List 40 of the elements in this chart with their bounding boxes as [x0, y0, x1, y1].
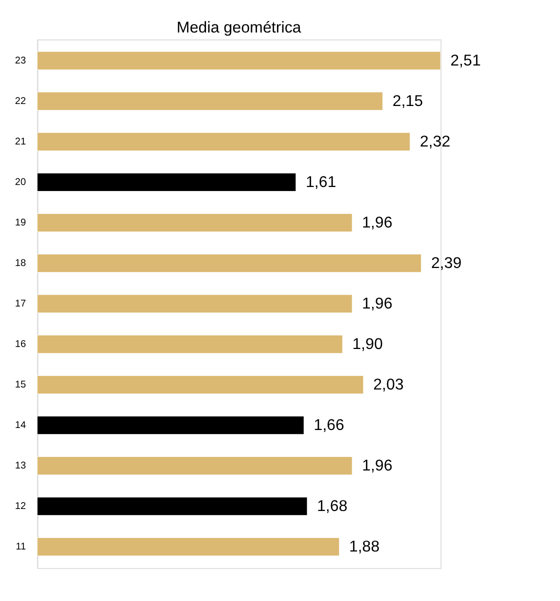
data-label: 1,96	[362, 458, 393, 475]
y-tick-label: 19	[15, 218, 26, 229]
data-label: 1,68	[316, 498, 348, 516]
chart-title: Media geométrica	[176, 20, 302, 37]
bar	[36, 537, 340, 556]
y-tick-label: 14	[15, 420, 26, 432]
y-tick-label: 13	[15, 460, 26, 472]
data-label: 1,96	[362, 214, 393, 232]
y-tick-label: 11	[16, 542, 26, 553]
bar	[36, 172, 296, 192]
data-label: 2,15	[392, 93, 424, 110]
y-tick-label: 21	[15, 136, 26, 148]
data-label: 1,96	[362, 296, 393, 313]
bar	[36, 213, 352, 232]
y-tick-label: 18	[15, 258, 26, 270]
y-tick-label: 20	[15, 177, 26, 188]
data-label: 1,88	[349, 538, 380, 556]
bar	[36, 254, 422, 273]
bar	[36, 416, 304, 435]
bar	[36, 375, 364, 394]
data-label: 1,61	[306, 174, 336, 192]
y-tick-label: 12	[15, 501, 26, 512]
y-tick-label: 22	[15, 96, 26, 108]
bar	[36, 294, 352, 314]
data-label: 2,32	[420, 134, 450, 151]
bar	[36, 92, 383, 111]
y-tick-label: 23	[15, 56, 26, 67]
bar	[36, 456, 352, 476]
data-label: 2,03	[373, 376, 404, 394]
data-label: 2,51	[450, 52, 481, 70]
y-tick-label: 15	[15, 380, 26, 391]
bar	[36, 51, 441, 70]
y-tick-label: 16	[15, 339, 26, 350]
data-label: 1,66	[314, 417, 345, 434]
y-tick-label: 17	[15, 298, 26, 310]
bar	[36, 132, 410, 152]
bar	[36, 496, 308, 516]
data-label: 1,90	[352, 336, 384, 354]
bar	[36, 334, 343, 354]
data-label: 2,39	[431, 255, 462, 272]
